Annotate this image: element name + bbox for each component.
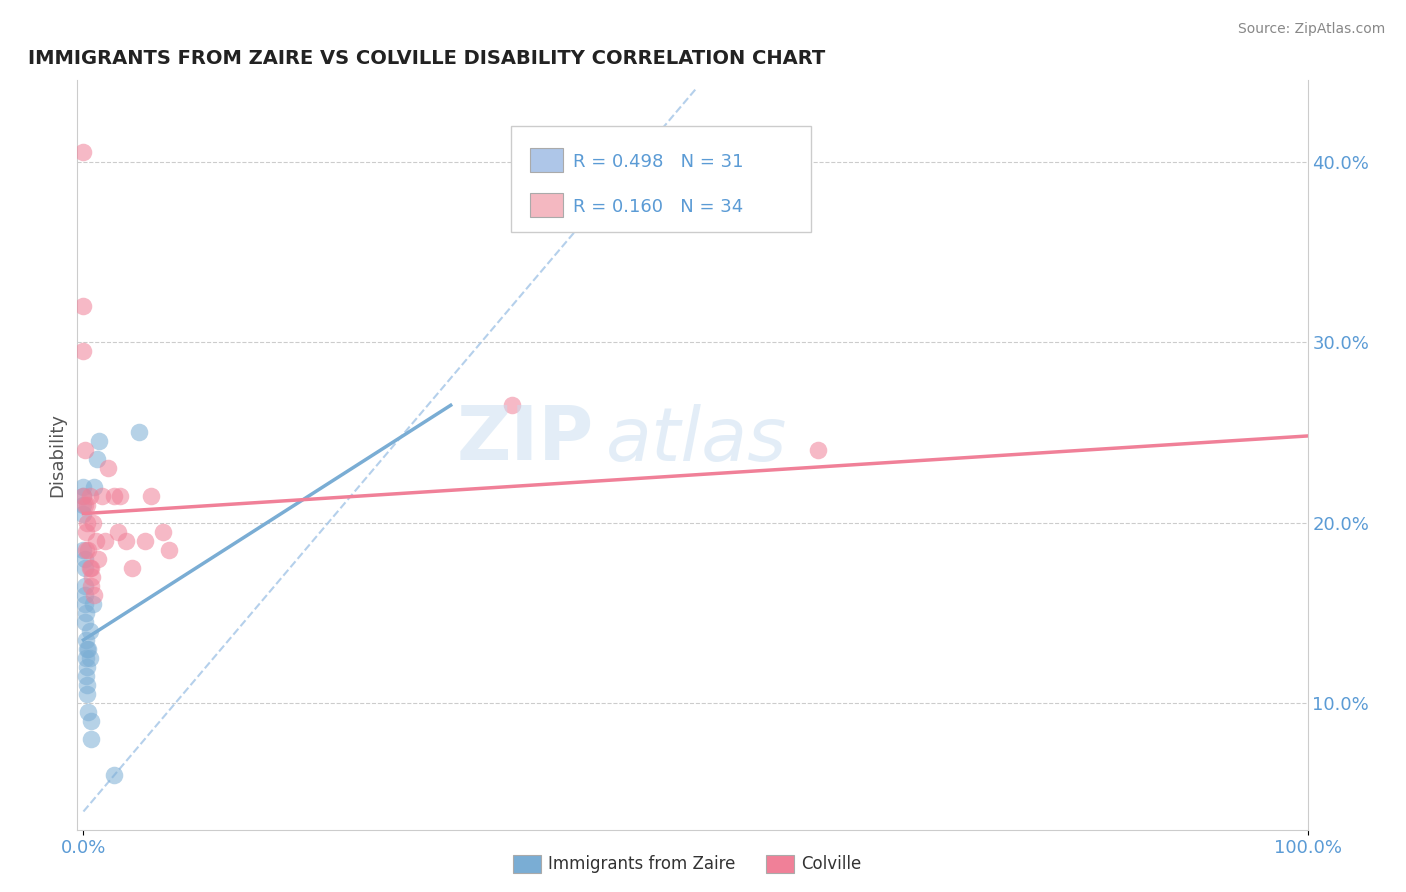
Point [75,542,97,557]
Text: Immigrants from Zaire: Immigrants from Zaire [548,855,735,873]
Point [77,542,100,557]
Point [75,524,97,539]
Point [77,642,100,657]
Point [134,533,156,548]
Point [72,498,94,512]
Point [79,651,101,665]
Point [76,678,98,692]
Point [139,489,162,503]
Point [90,489,112,503]
Point [73,443,96,458]
Text: atlas: atlas [606,404,787,476]
Text: Source: ZipAtlas.com: Source: ZipAtlas.com [1237,22,1385,37]
Text: R = 0.160   N = 34: R = 0.160 N = 34 [574,198,744,216]
Point [75,632,97,647]
Point [84,533,107,548]
Point [76,498,98,512]
Point [76,660,98,674]
Point [72,489,94,503]
Point [87,551,110,566]
Point [75,606,97,620]
Point [83,479,105,493]
Point [80,579,103,593]
Point [73,579,96,593]
Point [73,551,96,566]
Point [152,524,174,539]
Point [72,489,94,503]
Point [73,561,96,575]
Point [108,489,131,503]
Point [501,398,523,412]
Point [807,443,830,458]
Point [77,705,100,719]
Point [72,145,94,160]
Point [72,344,94,359]
Point [80,732,103,747]
Point [79,561,101,575]
Point [89,434,111,449]
Point [121,561,143,575]
Point [157,542,180,557]
Point [72,507,94,521]
Point [128,425,150,440]
Point [75,669,97,683]
Point [103,489,125,503]
Point [103,768,125,782]
Point [86,452,108,467]
Point [83,588,105,602]
Point [72,542,94,557]
Point [107,524,129,539]
Text: R = 0.498   N = 31: R = 0.498 N = 31 [574,153,744,171]
Point [94,533,117,548]
Point [73,597,96,611]
Point [72,479,94,493]
Point [82,516,104,530]
Point [80,561,103,575]
Point [73,498,96,512]
Point [115,533,138,548]
Point [82,597,104,611]
Y-axis label: Disability: Disability [48,413,66,497]
Text: Colville: Colville [801,855,862,873]
Text: ZIP: ZIP [457,403,595,476]
Text: IMMIGRANTS FROM ZAIRE VS COLVILLE DISABILITY CORRELATION CHART: IMMIGRANTS FROM ZAIRE VS COLVILLE DISABI… [28,48,825,68]
Point [80,570,103,584]
Point [76,516,98,530]
Point [79,624,101,638]
Point [73,615,96,629]
Point [97,461,120,475]
Point [76,642,98,657]
Point [79,489,101,503]
Point [75,651,97,665]
Point [72,299,94,313]
Point [76,687,98,701]
Point [73,588,96,602]
Point [80,714,103,729]
